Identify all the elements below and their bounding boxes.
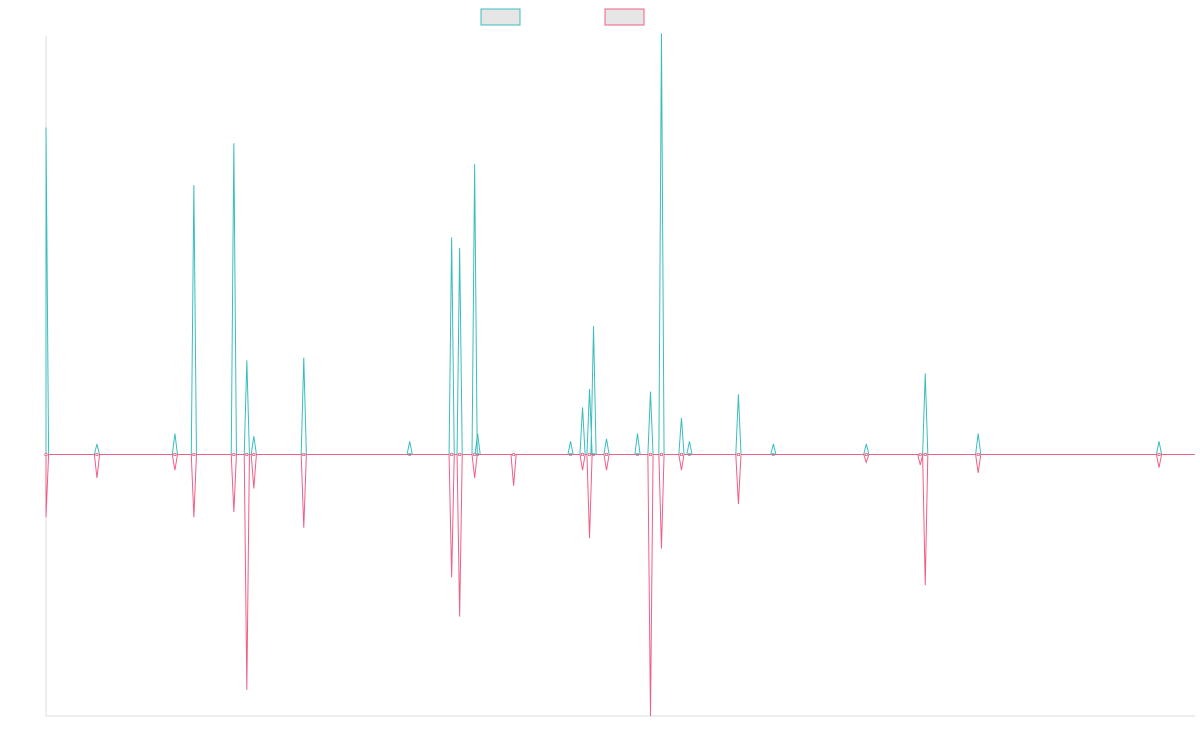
- series-2-point-4: [192, 452, 196, 457]
- legend-swatch-1[interactable]: [480, 8, 521, 26]
- series-2-point-10: [458, 452, 462, 457]
- series-2-point-19: [736, 452, 741, 457]
- series-2-point-14: [587, 452, 592, 457]
- plot-area: [44, 33, 1196, 717]
- series-2-point-6: [245, 452, 249, 457]
- series-2-point-16: [648, 452, 653, 457]
- series-2-point-2: [95, 452, 99, 457]
- series-2-point-1: [44, 452, 48, 457]
- legend-swatch-2[interactable]: [604, 8, 645, 26]
- series-2-point-24: [1157, 452, 1161, 457]
- series-2-point-3: [173, 452, 177, 457]
- series-2-point-12: [511, 452, 516, 457]
- series-2-point-23: [976, 452, 980, 457]
- series-2-point-7: [252, 452, 256, 457]
- series-2-point-15: [604, 452, 609, 457]
- series-line-1: [45, 33, 1196, 455]
- series-2-point-9: [450, 452, 454, 457]
- series-2-point-13: [580, 452, 585, 457]
- series-2-point-8: [302, 452, 306, 457]
- legend[interactable]: [480, 8, 645, 26]
- series-2-point-18: [679, 452, 684, 457]
- series-line-2: [45, 453, 1196, 717]
- series-2-point-5: [232, 452, 236, 457]
- series-2-point-22: [923, 452, 927, 457]
- series-2-point-20: [864, 452, 868, 457]
- series-2-point-11: [473, 452, 477, 457]
- axes: [45, 36, 1195, 717]
- series-2-point-21: [918, 452, 922, 457]
- series-2-point-17: [659, 452, 664, 457]
